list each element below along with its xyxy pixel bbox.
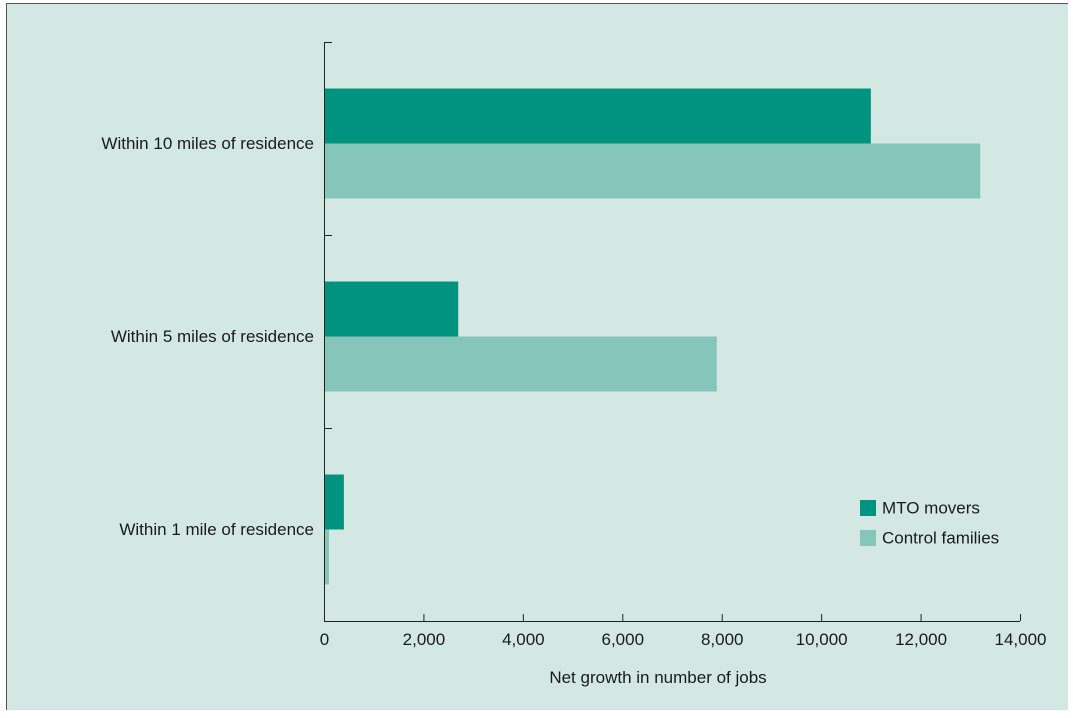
x-tick-label: 4,000 bbox=[502, 630, 545, 649]
category-label: Within 10 miles of residence bbox=[101, 134, 314, 153]
legend-label: MTO movers bbox=[882, 499, 980, 518]
x-tick-label: 14,000 bbox=[995, 630, 1047, 649]
bar-mto-movers-0 bbox=[324, 88, 871, 144]
category-label: Within 1 mile of residence bbox=[119, 520, 314, 539]
category-label: Within 5 miles of residence bbox=[111, 327, 314, 346]
legend-swatch bbox=[860, 530, 876, 546]
bars-layer bbox=[324, 88, 981, 585]
axes-layer: Within 10 miles of residence Within 5 mil… bbox=[101, 42, 1047, 687]
x-axis-title: Net growth in number of jobs bbox=[549, 668, 766, 687]
x-tick-label: 12,000 bbox=[895, 630, 947, 649]
x-tick-label: 8,000 bbox=[701, 630, 744, 649]
x-tick-label: 0 bbox=[320, 630, 329, 649]
bar-mto-movers-2 bbox=[324, 474, 344, 530]
bar-mto-movers-1 bbox=[324, 281, 459, 337]
legend-label: Control families bbox=[882, 529, 999, 548]
x-tick-label: 10,000 bbox=[796, 630, 848, 649]
x-tick-label: 6,000 bbox=[602, 630, 645, 649]
bar-control-families-0 bbox=[324, 143, 981, 199]
bar-control-families-1 bbox=[324, 336, 717, 392]
legend-swatch bbox=[860, 500, 876, 516]
x-tick-label: 2,000 bbox=[403, 630, 446, 649]
bar-control-families-2 bbox=[324, 529, 329, 585]
legend: MTO movers Control families bbox=[860, 499, 999, 548]
